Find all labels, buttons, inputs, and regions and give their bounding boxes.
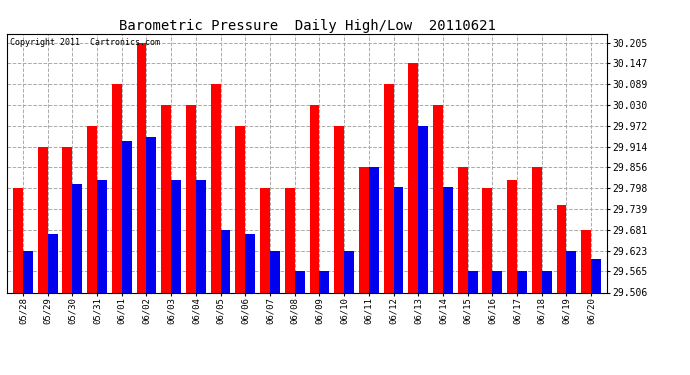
Bar bbox=[542, 272, 551, 292]
Bar bbox=[507, 180, 517, 292]
Bar bbox=[344, 251, 354, 292]
Bar bbox=[418, 126, 428, 292]
Bar bbox=[137, 43, 146, 292]
Bar bbox=[48, 234, 57, 292]
Bar bbox=[319, 272, 329, 292]
Bar bbox=[581, 230, 591, 292]
Bar bbox=[146, 137, 157, 292]
Bar bbox=[310, 105, 319, 292]
Bar bbox=[235, 126, 245, 292]
Bar bbox=[38, 147, 48, 292]
Title: Barometric Pressure  Daily High/Low  20110621: Barometric Pressure Daily High/Low 20110… bbox=[119, 19, 495, 33]
Bar bbox=[196, 180, 206, 292]
Bar bbox=[270, 251, 280, 292]
Bar bbox=[285, 188, 295, 292]
Bar bbox=[517, 272, 527, 292]
Bar bbox=[384, 84, 393, 292]
Bar bbox=[112, 84, 121, 292]
Text: Copyright 2011  Cartronics.com: Copyright 2011 Cartronics.com bbox=[10, 38, 160, 46]
Bar bbox=[121, 141, 132, 292]
Bar bbox=[393, 188, 404, 292]
Bar bbox=[245, 234, 255, 292]
Bar bbox=[295, 272, 304, 292]
Bar bbox=[13, 188, 23, 292]
Bar bbox=[566, 251, 576, 292]
Bar bbox=[591, 259, 601, 292]
Bar bbox=[468, 272, 477, 292]
Bar bbox=[408, 63, 418, 292]
Bar bbox=[359, 167, 369, 292]
Bar bbox=[369, 167, 379, 292]
Bar bbox=[334, 126, 344, 292]
Bar bbox=[493, 272, 502, 292]
Bar bbox=[186, 105, 196, 292]
Bar bbox=[221, 230, 230, 292]
Bar bbox=[210, 84, 221, 292]
Bar bbox=[23, 251, 33, 292]
Bar bbox=[161, 105, 171, 292]
Bar bbox=[72, 184, 82, 292]
Bar bbox=[443, 188, 453, 292]
Bar bbox=[557, 205, 566, 292]
Bar bbox=[482, 188, 493, 292]
Bar bbox=[87, 126, 97, 292]
Bar bbox=[171, 180, 181, 292]
Bar bbox=[260, 188, 270, 292]
Bar bbox=[97, 180, 107, 292]
Bar bbox=[457, 167, 468, 292]
Bar bbox=[532, 167, 542, 292]
Bar bbox=[63, 147, 72, 292]
Bar bbox=[433, 105, 443, 292]
